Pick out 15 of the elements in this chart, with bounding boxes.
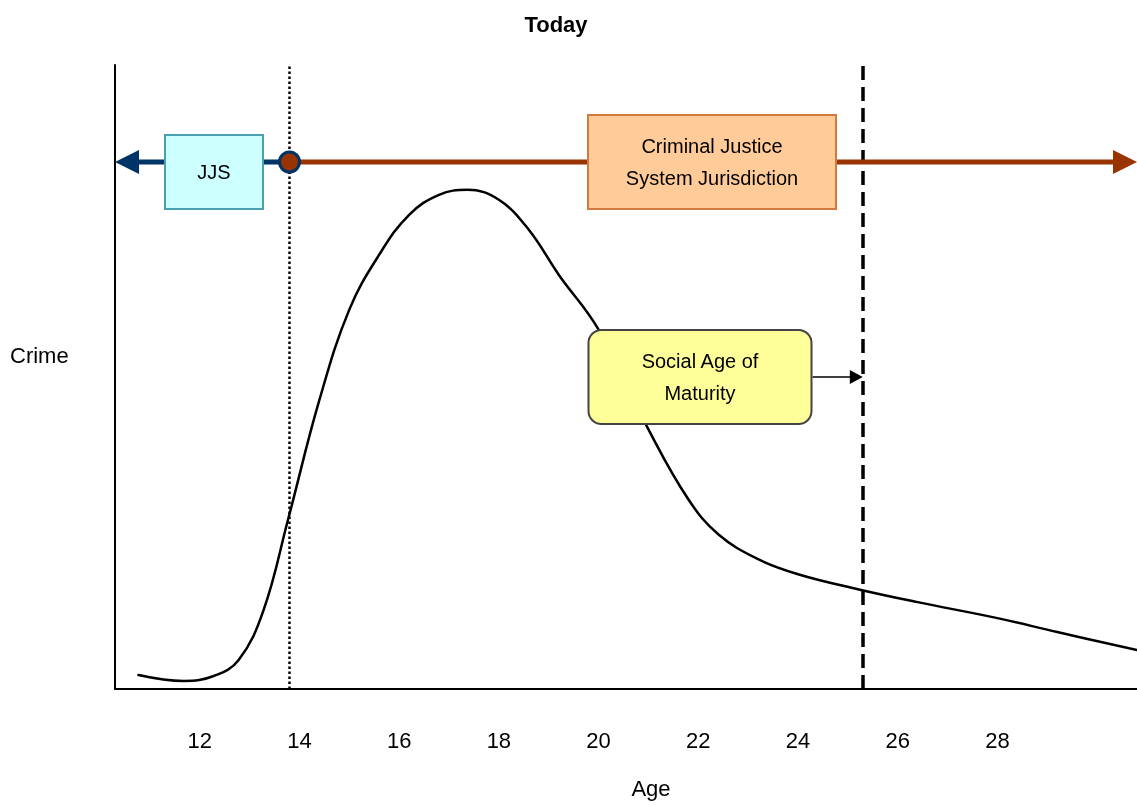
x-tick-label: 24 bbox=[785, 727, 811, 753]
rounded-callout-box: Social Age of Maturity bbox=[587, 329, 813, 425]
chart-title: Today bbox=[524, 11, 589, 37]
x-tick-label: 20 bbox=[586, 727, 611, 753]
callout-box: Criminal Justice System Jurisdiction bbox=[587, 114, 837, 210]
x-tick-label: 28 bbox=[985, 727, 1010, 753]
x-tick-label: 18 bbox=[486, 727, 512, 753]
x-tick-label: 16 bbox=[386, 727, 412, 753]
callout-box: JJS bbox=[164, 134, 264, 210]
x-tick-label: 26 bbox=[885, 727, 910, 753]
x-tick-label: 14 bbox=[287, 727, 312, 753]
x-tick-label: 12 bbox=[187, 727, 212, 753]
x-tick-label: 22 bbox=[686, 727, 711, 753]
x-axis-title: Age bbox=[631, 775, 671, 801]
y-axis-title: Crime bbox=[10, 343, 69, 369]
